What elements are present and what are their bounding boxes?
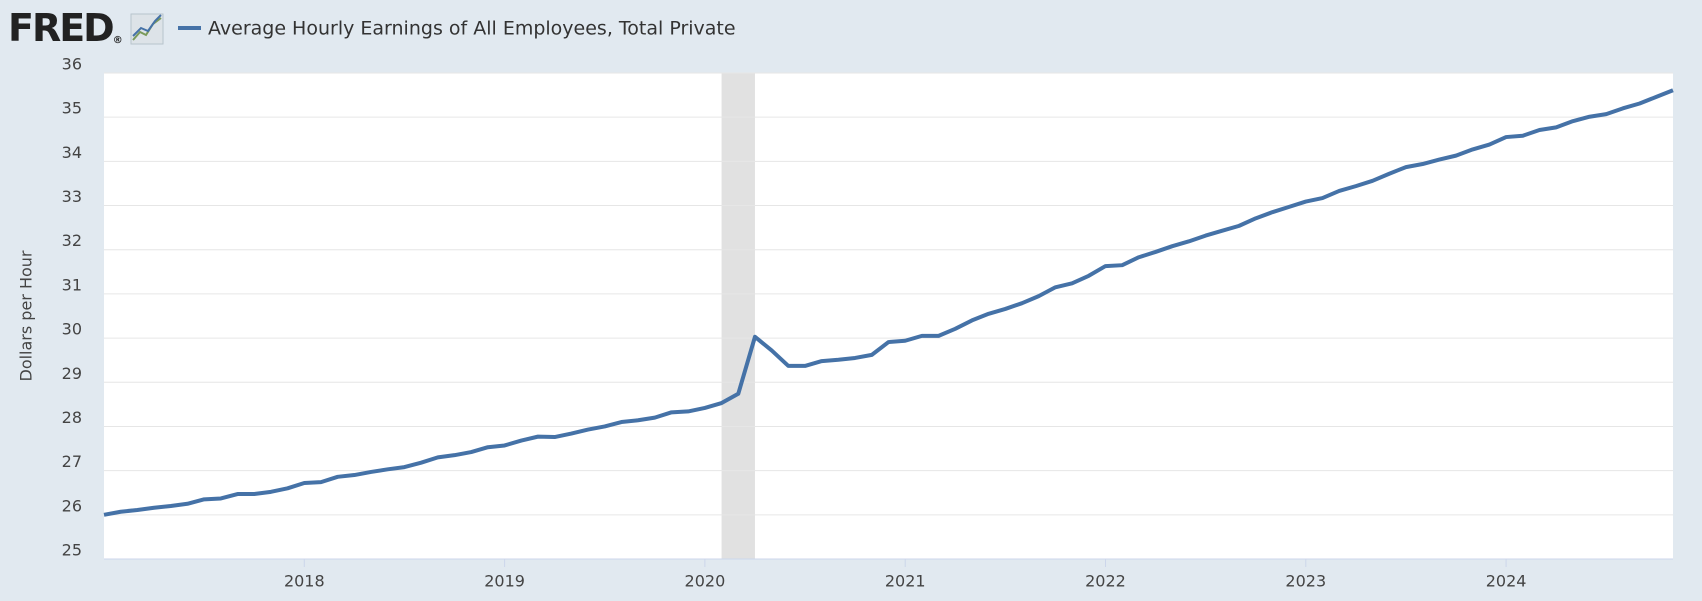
x-tick-label: 2018: [284, 572, 325, 591]
legend-label: Average Hourly Earnings of All Employees…: [208, 18, 736, 40]
logo-registered: ®: [113, 35, 122, 46]
logo[interactable]: FRED®: [8, 6, 124, 50]
y-tick-label: 35: [62, 99, 82, 118]
logo-text: FRED: [8, 6, 113, 50]
y-tick-label: 29: [62, 364, 82, 383]
y-tick-label: 25: [62, 541, 82, 560]
y-tick-label: 27: [62, 452, 82, 471]
y-tick-label: 28: [62, 408, 82, 427]
y-tick-label: 32: [62, 231, 82, 250]
x-tick-label: 2019: [484, 572, 525, 591]
y-tick-label: 33: [62, 187, 82, 206]
plot-area: [104, 73, 1673, 559]
y-axis-label: Dollars per Hour: [17, 250, 36, 381]
y-tick-label: 30: [62, 320, 82, 339]
x-tick-label: 2022: [1085, 572, 1126, 591]
x-tick-label: 2024: [1486, 572, 1527, 591]
y-tick-label: 26: [62, 496, 82, 515]
x-tick-label: 2021: [885, 572, 926, 591]
logo-icon: [130, 13, 164, 45]
y-tick-label: 31: [62, 275, 82, 294]
recession-band: [721, 73, 755, 559]
x-tick-label: 2023: [1285, 572, 1326, 591]
y-tick-label: 34: [62, 143, 82, 162]
series-line: [103, 88, 1674, 517]
x-tick-label: 2020: [685, 572, 726, 591]
y-tick-label: 36: [62, 55, 82, 74]
